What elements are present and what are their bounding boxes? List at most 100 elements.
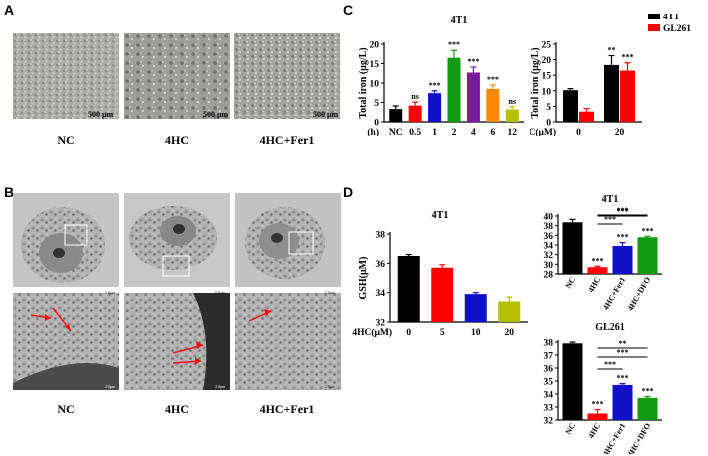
C-right-bar-4T1-0 xyxy=(563,90,578,122)
tem-scale-nc-high: 2.0μm xyxy=(105,384,116,389)
D-right-top-sig-2: *** xyxy=(617,233,629,242)
D-right-top-xlabel-0: NC xyxy=(564,275,578,290)
D-right-bottom-xlabel-2: 4HC+Fer1 xyxy=(601,422,627,455)
D-right-top-ytick-label-1: 30 xyxy=(544,261,554,271)
C-right-xlabel-0: 0 xyxy=(576,128,581,136)
C-left-xlabel-0: NC xyxy=(389,128,403,136)
D-right-top-title: 4T1 xyxy=(602,194,619,205)
C-right-bar-GL261-0 xyxy=(579,111,594,122)
tem-grid xyxy=(13,193,341,390)
D-right-top-sig-3: *** xyxy=(642,226,654,235)
D-left-bar-3 xyxy=(498,301,521,322)
D-right-top-ytick-label-6: 40 xyxy=(544,213,554,223)
tem-scale-fer1-low: 5.0μm xyxy=(325,290,336,295)
D-left-xlabel-2: 10 xyxy=(471,328,481,338)
micrograph-4hc xyxy=(124,33,230,119)
D-right-bottom-bar-3 xyxy=(637,397,658,420)
D-right-top-ytick-label-0: 28 xyxy=(544,271,554,281)
C-left-xlabel-3: 2 xyxy=(452,128,457,136)
C-right-ytick-label-2: 10 xyxy=(542,87,552,97)
D-right-top-bar-2 xyxy=(612,245,633,274)
D-left-xlabel-3: 20 xyxy=(505,328,515,338)
D-right-bottom-ytick-label-3: 35 xyxy=(544,378,554,388)
tem-scale-4hc-high: 2.0μm xyxy=(215,384,226,389)
C-left-bar-0 xyxy=(389,109,403,122)
C-left-ytick-label-1: 5 xyxy=(374,99,379,109)
C-left-ytick-label-2: 10 xyxy=(370,80,380,90)
D-right-bottom-ytick-label-1: 33 xyxy=(544,404,554,414)
D-right-bottom-xlabel-3: 4HC+DFO xyxy=(626,422,653,455)
tem-scale-nc-low: 5.0μm xyxy=(105,290,116,295)
C-left-ytick-label-3: 15 xyxy=(370,60,380,70)
C-right-ytick-label-0: 0 xyxy=(546,119,551,129)
C-right-ylabel: Total iron (μg/L) xyxy=(530,47,541,118)
C-left-sig-6: ns xyxy=(509,97,517,106)
caption-b-4hc-fer1: 4HC+Fer1 xyxy=(259,402,315,416)
C-left-xlabel-1: 0.5 xyxy=(409,128,421,136)
caption-a-4hc-fer1: 4HC+Fer1 xyxy=(259,133,315,147)
C-right-ytick-label-4: 20 xyxy=(542,56,552,66)
C-right-ytick-label-5: 25 xyxy=(542,41,552,51)
C-right-legend-swatch-1 xyxy=(648,24,660,31)
micrograph-4hc-fer1 xyxy=(234,33,340,119)
D-right-bottom-xlabel-0: NC xyxy=(564,421,578,436)
C-right-bar-GL261-1 xyxy=(620,70,635,122)
tem-nc-low xyxy=(13,193,119,287)
D-right-top-ytick-label-3: 34 xyxy=(544,242,554,252)
C-left-sig-5: *** xyxy=(487,75,499,84)
C-left-xlabel-5: 6 xyxy=(490,128,495,136)
C-right-xprefix: 4HC(μM) xyxy=(530,127,556,136)
C-left-title: 4T1 xyxy=(451,15,468,26)
tem-4hc-fer1-low xyxy=(235,193,341,287)
tem-scale-fer1-high: 2.0μm xyxy=(325,384,336,389)
D-right-bottom-ytick-label-2: 34 xyxy=(544,391,554,401)
D-left-ytick-label-1: 34 xyxy=(376,289,386,299)
D-right-top-ytick-label-4: 36 xyxy=(544,232,554,242)
D-left-xlabel-0: 0 xyxy=(406,328,411,338)
C-left-sig-1: ns xyxy=(411,92,419,101)
C-left-ylabel: Total iron (μg/L) xyxy=(358,47,369,118)
C-left-bar-4 xyxy=(466,72,480,122)
scale-bar-label-4hc-fer1: 500 μm xyxy=(313,110,339,119)
D-left-xlabel-1: 5 xyxy=(440,328,445,338)
D-right-bottom-bar-1 xyxy=(587,413,608,420)
D-right-top-sig-1: *** xyxy=(592,256,604,265)
D-left-ytick-label-3: 38 xyxy=(376,231,386,241)
D-right-bottom-sig-1: *** xyxy=(592,400,604,409)
C-right-xlabel-1: 20 xyxy=(615,128,625,136)
caption-a-nc: NC xyxy=(57,133,75,147)
C-left-bar-3 xyxy=(447,57,461,122)
micrograph-4hc-fer1-texture xyxy=(234,33,340,119)
D-right-bottom-sig-3: *** xyxy=(642,387,654,396)
C-left-sig-2: *** xyxy=(429,81,441,90)
C-left-xprefix: (h) xyxy=(367,127,379,136)
panel-label-c: C xyxy=(343,2,354,18)
caption-b-nc: NC xyxy=(57,402,75,416)
D-left-bar-0 xyxy=(397,256,420,322)
C-left-xlabel-4: 4 xyxy=(471,128,476,136)
panel-label-d: D xyxy=(343,184,354,200)
D-left-ytick-label-0: 32 xyxy=(376,319,386,329)
D-right-bottom-ytick-label-6: 38 xyxy=(544,339,554,349)
C-left-bar-1 xyxy=(408,105,422,122)
C-left-ytick-label-4: 20 xyxy=(370,41,380,51)
tem-scale-4hc-low: 5.0μm xyxy=(215,290,226,295)
D-left-ytick-label-2: 36 xyxy=(376,260,386,270)
D-right-top-ytick-label-2: 32 xyxy=(544,251,554,261)
C-right-bar-4T1-1 xyxy=(604,64,619,122)
C-right-legend-swatch-0 xyxy=(648,14,660,19)
D-right-top-ytick-label-5: 38 xyxy=(544,222,554,232)
C-left-ytick-label-0: 0 xyxy=(374,119,379,129)
C-left-bar-5 xyxy=(486,88,500,122)
D-left-ylabel: GSH(μM) xyxy=(358,257,369,300)
C-right-legend-label-0: 4T1 xyxy=(663,14,679,22)
C-left-xlabel-2: 1 xyxy=(432,128,437,136)
D-right-bottom-xlabel-1: 4HC xyxy=(586,421,602,440)
tem-4hc-high xyxy=(124,293,230,390)
micrograph-nc xyxy=(13,33,119,119)
D-right-top-xlabel-1: 4HC xyxy=(586,275,602,294)
